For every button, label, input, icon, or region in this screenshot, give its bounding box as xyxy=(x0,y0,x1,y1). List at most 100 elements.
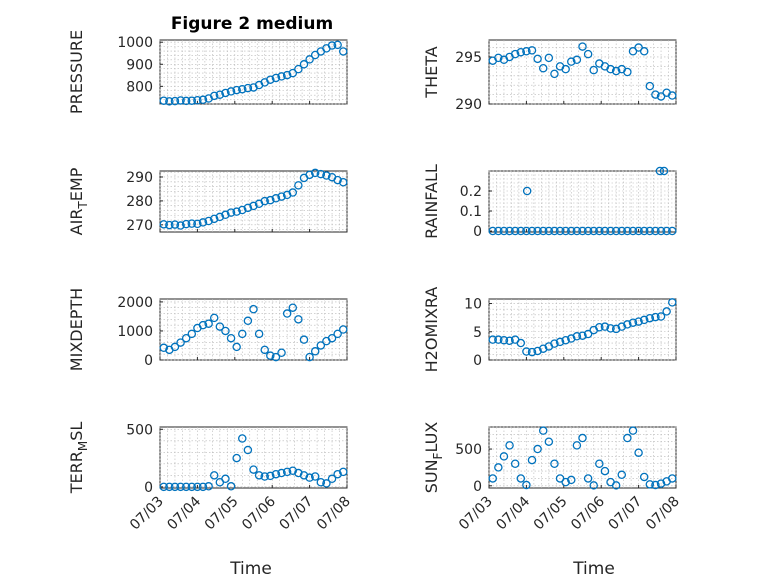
data-point xyxy=(578,433,587,443)
data-point xyxy=(170,482,180,492)
data-point xyxy=(505,336,514,346)
data-point xyxy=(249,465,258,474)
data-point xyxy=(499,335,509,345)
data-point xyxy=(170,220,180,229)
data-point xyxy=(668,298,677,307)
data-point xyxy=(159,220,168,229)
data-point xyxy=(176,482,185,492)
y-tick-label: 270 xyxy=(126,218,153,234)
data-point xyxy=(260,196,269,206)
data-point xyxy=(510,49,520,59)
data-point xyxy=(538,63,548,73)
data-point xyxy=(623,67,632,77)
y-tick-label: 0 xyxy=(144,353,153,369)
data-point xyxy=(628,318,638,327)
x-tick-label: 07/05 xyxy=(531,494,571,534)
data-point xyxy=(310,472,320,481)
data-point xyxy=(567,57,576,66)
data-point xyxy=(305,170,314,180)
y-tick-label: 0 xyxy=(473,353,482,369)
data-point xyxy=(668,91,677,100)
data-point xyxy=(266,195,275,205)
subplot-theta: 290 295 THETA xyxy=(422,39,677,113)
data-point xyxy=(232,453,241,463)
data-point xyxy=(651,480,660,490)
data-point xyxy=(628,226,638,236)
x-tick-label: 07/06 xyxy=(239,493,279,533)
data-point xyxy=(243,83,253,93)
data-point xyxy=(159,96,168,105)
data-point xyxy=(655,166,665,176)
data-point xyxy=(527,455,537,465)
series-points xyxy=(159,434,348,492)
axes-frame xyxy=(159,170,348,233)
data-point xyxy=(589,226,598,236)
data-point xyxy=(266,351,275,360)
data-point xyxy=(249,304,258,314)
data-point xyxy=(572,332,582,341)
axes-frame xyxy=(159,39,348,105)
data-point xyxy=(266,75,275,84)
data-point xyxy=(550,69,559,79)
series-points xyxy=(159,168,348,230)
data-point xyxy=(583,226,593,236)
data-point xyxy=(561,226,570,236)
data-point xyxy=(209,471,219,480)
data-point xyxy=(651,312,660,322)
data-point xyxy=(589,65,598,75)
data-point xyxy=(288,68,298,78)
data-point xyxy=(165,97,174,106)
y-tick-label: 5 xyxy=(473,325,482,341)
data-point xyxy=(288,466,298,475)
data-point xyxy=(271,469,281,479)
y-tick-label: 290 xyxy=(455,97,482,113)
y-tick-label: 2000 xyxy=(117,295,153,311)
data-point xyxy=(668,226,677,236)
data-point xyxy=(209,313,219,323)
data-point xyxy=(327,41,337,50)
series-points xyxy=(488,166,677,236)
data-point xyxy=(187,96,197,105)
data-point xyxy=(617,226,627,236)
data-point xyxy=(333,329,342,339)
data-point xyxy=(522,47,531,56)
data-point xyxy=(299,60,309,69)
data-point xyxy=(271,194,281,203)
data-point xyxy=(226,87,236,96)
data-point xyxy=(333,469,342,479)
data-point xyxy=(277,468,286,478)
subplot-rainfall: 0 0.1 0.2 RAINFALL xyxy=(422,164,677,240)
series-points xyxy=(488,298,677,357)
data-point xyxy=(294,181,303,190)
data-point xyxy=(238,434,247,443)
y-tick-label: 0.2 xyxy=(460,184,482,200)
data-point xyxy=(538,344,548,353)
axes-frame xyxy=(488,426,677,489)
data-point xyxy=(204,319,213,328)
data-point xyxy=(299,335,309,344)
x-axis-label-left: Time xyxy=(229,559,272,579)
data-point xyxy=(639,472,649,482)
data-point xyxy=(555,337,565,347)
data-point xyxy=(176,96,185,105)
data-point xyxy=(659,166,669,176)
data-point xyxy=(578,42,587,51)
data-point xyxy=(668,474,677,483)
data-point xyxy=(271,352,281,362)
data-point xyxy=(527,226,537,236)
y-tick-label: 500 xyxy=(126,422,153,438)
y-tick-label: 0 xyxy=(473,479,482,495)
data-point xyxy=(651,90,660,99)
data-point xyxy=(294,315,303,324)
data-point xyxy=(198,95,208,105)
y-tick-label: 1000 xyxy=(117,324,153,340)
data-point xyxy=(527,347,537,357)
data-point xyxy=(628,426,638,435)
data-point xyxy=(623,320,632,329)
data-point xyxy=(494,53,503,63)
data-point xyxy=(488,335,497,344)
data-point xyxy=(288,303,298,312)
data-point xyxy=(260,472,269,481)
